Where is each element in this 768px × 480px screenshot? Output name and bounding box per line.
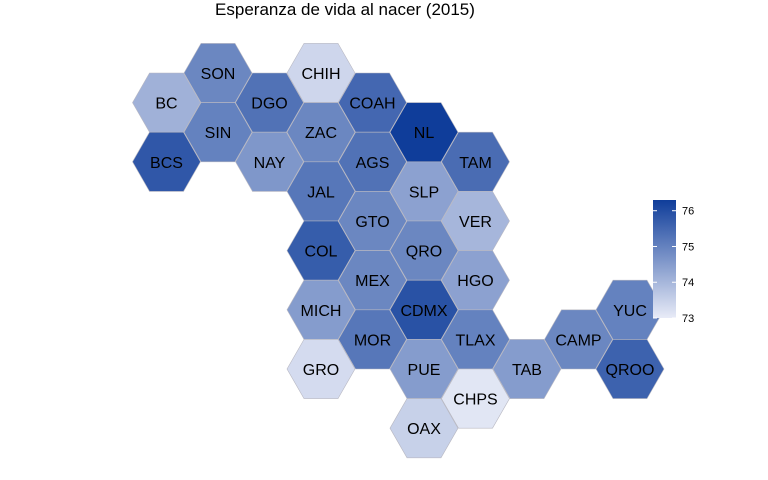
hex-nay (235, 131, 304, 192)
legend-ticks: 73 74 75 76 (653, 206, 694, 325)
hex-label-hgo: HGO (457, 273, 493, 290)
hex-label-tab: TAB (512, 362, 542, 379)
hex-camp (544, 309, 613, 370)
hex-label-zac: ZAC (305, 125, 337, 142)
hex-mor (338, 309, 407, 370)
hex-label-coah: COAH (349, 96, 395, 113)
color-legend: 73 74 75 76 (653, 200, 694, 325)
hex-label-son: SON (201, 66, 236, 83)
hex-label-yuc: YUC (613, 303, 647, 320)
hex-label-camp: CAMP (555, 332, 601, 349)
hex-label-sin: SIN (205, 125, 232, 142)
hex-label-ags: AGS (356, 155, 390, 172)
legend-tick-label: 74 (682, 277, 694, 289)
legend-colorbar (653, 200, 676, 318)
hex-label-tlax: TLAX (455, 332, 495, 349)
hex-map: SON CHIH BC DGO COAH SIN ZAC NL BCS NAY AGS TAM JAL S… (132, 43, 665, 459)
legend-tick-label: 76 (682, 206, 694, 218)
hex-label-ver: VER (459, 214, 492, 231)
hex-oax (389, 398, 459, 459)
hex-qroo (595, 339, 665, 399)
hex-label-mich: MICH (301, 303, 342, 320)
hex-label-col: COL (305, 244, 338, 261)
hex-label-chih: CHIH (301, 66, 340, 83)
hex-label-nay: NAY (254, 155, 286, 172)
hex-label-tam: TAM (459, 155, 492, 172)
hex-label-mor: MOR (354, 332, 391, 349)
hex-label-slp: SLP (409, 184, 439, 201)
hex-label-cdmx: CDMX (400, 303, 447, 320)
hex-label-gro: GRO (303, 362, 339, 379)
hex-label-pue: PUE (408, 362, 441, 379)
hex-label-chps: CHPS (453, 392, 497, 409)
hex-gro (286, 339, 356, 399)
hex-label-dgo: DGO (251, 96, 287, 113)
hex-bcs (132, 131, 201, 192)
hex-sin (183, 102, 253, 163)
hex-label-bc: BC (155, 96, 177, 113)
legend-tick-label: 75 (682, 241, 694, 253)
hex-label-oax: OAX (407, 421, 441, 438)
hex-label-gto: GTO (355, 214, 389, 231)
chart-title: Esperanza de vida al nacer (2015) (215, 0, 475, 19)
hex-tab (492, 339, 562, 399)
hex-label-qro: QRO (406, 244, 442, 261)
hex-label-nl: NL (414, 125, 435, 142)
hex-label-mex: MEX (355, 273, 390, 290)
hex-label-jal: JAL (307, 184, 335, 201)
hex-chps (441, 368, 510, 429)
hex-label-qroo: QROO (606, 362, 655, 379)
hex-label-bcs: BCS (150, 155, 183, 172)
legend-tick-label: 73 (682, 313, 694, 325)
